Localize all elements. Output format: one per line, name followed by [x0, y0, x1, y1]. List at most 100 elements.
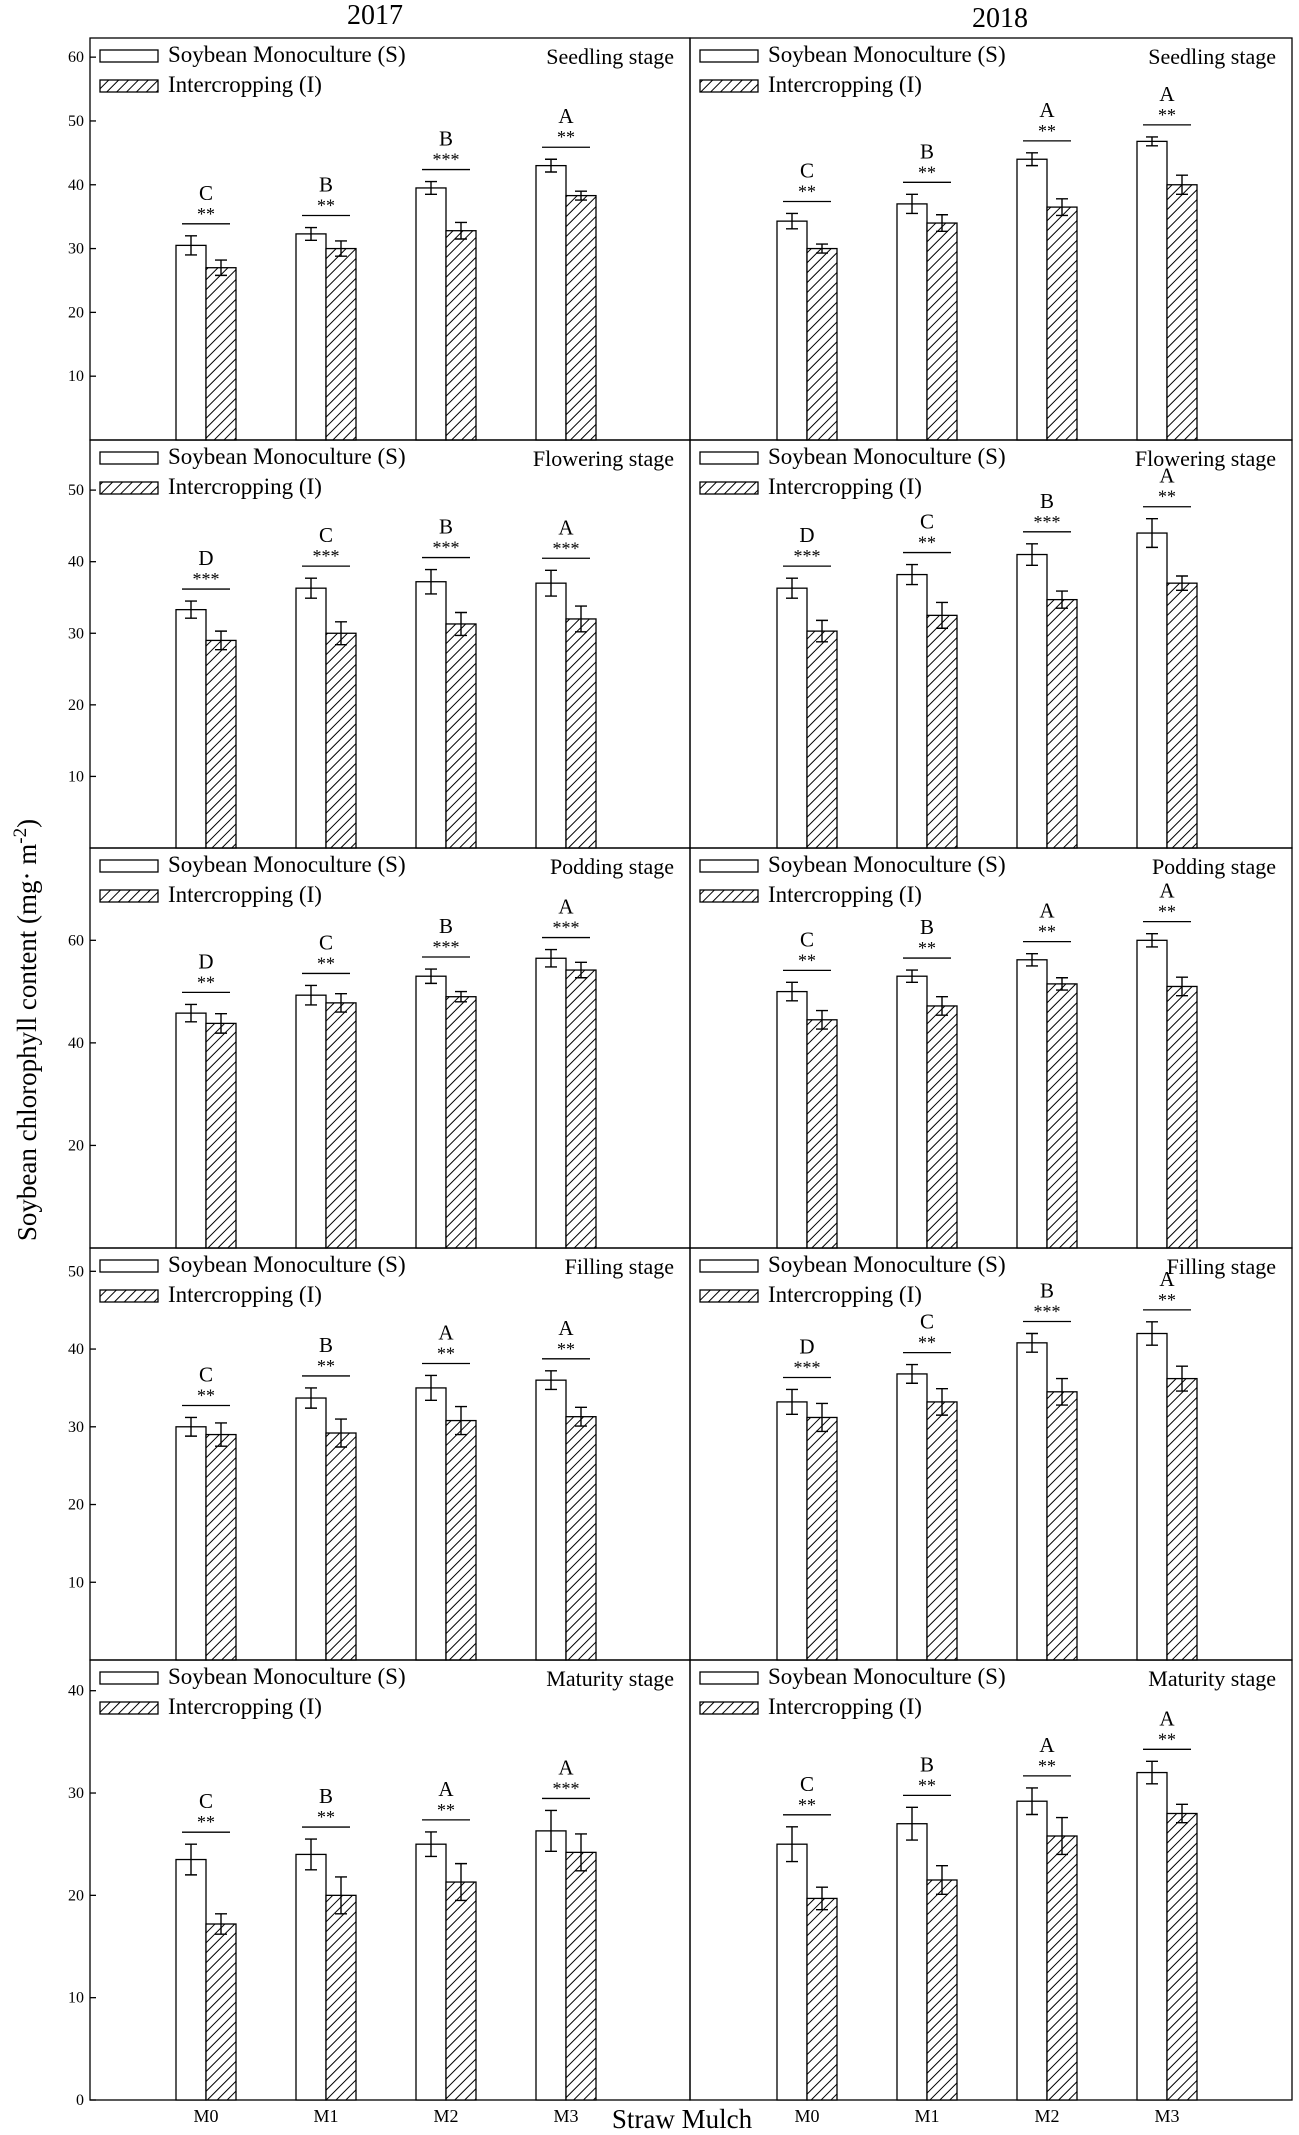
panel-grid: 10 20 30 40 50 60 Soybean Monoculture (S) Inter… — [68, 37, 1293, 2126]
y-tick-label: 20 — [68, 1887, 84, 1904]
error-bar-monoculture-M1 — [305, 984, 317, 1006]
bar-intercropping-M2 — [445, 1419, 477, 1661]
group-letter: A — [1159, 879, 1175, 903]
panel-2018-seedling-stage: Soybean Monoculture (S) Intercropping (I)… — [689, 37, 1293, 441]
bar-intercropping-M2 — [445, 996, 477, 1249]
significance-mark: *** — [553, 918, 580, 938]
bar-monoculture-M3 — [535, 1830, 567, 2101]
bar-monoculture-M0 — [776, 990, 808, 1249]
bar-intercropping-M2 — [1046, 983, 1078, 1249]
stage-title: Filling stage — [1167, 1254, 1276, 1279]
error-bar-intercropping-M1 — [936, 601, 948, 629]
panel-frame — [689, 1659, 1293, 2101]
group-letter: C — [319, 523, 333, 547]
legend-swatch-intercropping — [99, 481, 159, 495]
significance-mark: ** — [317, 1356, 335, 1376]
bar-monoculture-M0 — [175, 608, 207, 849]
y-tick-label: 60 — [68, 932, 84, 949]
bar-intercropping-M0 — [205, 639, 237, 849]
y-tick-label: 20 — [68, 304, 84, 321]
bar-monoculture-M0 — [175, 1012, 207, 1249]
error-bar-intercropping-M0 — [215, 1913, 227, 1935]
legend-swatch-monoculture — [699, 49, 759, 63]
error-bar-intercropping-M1 — [335, 992, 347, 1013]
bar-intercropping-M1 — [926, 222, 958, 441]
group-letter: D — [799, 523, 814, 547]
significance-mark: *** — [1034, 1302, 1061, 1322]
error-bar-intercropping-M3 — [575, 605, 587, 633]
error-bar-monoculture-M3 — [545, 569, 557, 597]
x-tick-label-M0: M0 — [794, 2106, 819, 2126]
error-bar-monoculture-M0 — [786, 577, 798, 599]
error-bar-monoculture-M2 — [425, 180, 437, 196]
bar-intercropping-M0 — [806, 247, 838, 441]
bar-intercropping-M2 — [1046, 1391, 1078, 1661]
y-tick-label: 30 — [68, 1785, 84, 1802]
bar-intercropping-M3 — [1166, 985, 1198, 1249]
error-bar-monoculture-M2 — [1026, 152, 1038, 167]
error-bar-monoculture-M2 — [1026, 1787, 1038, 1816]
bar-monoculture-M0 — [175, 1858, 207, 2101]
error-bar-monoculture-M3 — [1146, 518, 1158, 549]
group-letter: A — [1039, 1733, 1055, 1757]
bar-monoculture-M1 — [896, 975, 928, 1249]
group-letter: C — [199, 1362, 213, 1386]
significance-mark: *** — [193, 569, 220, 589]
group-letter: B — [319, 1333, 333, 1357]
error-bar-intercropping-M3 — [575, 1833, 587, 1872]
bar-monoculture-M3 — [1136, 1332, 1168, 1661]
error-bar-intercropping-M0 — [816, 1009, 828, 1030]
significance-mark: *** — [553, 1778, 580, 1798]
significance-mark: ** — [1158, 1729, 1176, 1749]
bar-intercropping-M1 — [325, 1432, 357, 1661]
legend-label-intercropping: Intercropping (I) — [768, 72, 922, 97]
error-bar-monoculture-M3 — [545, 158, 557, 173]
bar-intercropping-M1 — [325, 1894, 357, 2101]
significance-mark: ** — [918, 1775, 936, 1795]
panel-2018-filling-stage: Soybean Monoculture (S) Intercropping (I)… — [689, 1247, 1293, 1661]
bar-monoculture-M0 — [776, 587, 808, 849]
bar-intercropping-M0 — [205, 267, 237, 441]
error-bar-intercropping-M2 — [455, 1405, 467, 1436]
bar-monoculture-M2 — [1016, 553, 1048, 849]
legend-swatch-monoculture — [99, 451, 159, 465]
error-bar-monoculture-M0 — [185, 235, 197, 256]
group-letter: B — [1040, 489, 1054, 513]
error-bar-monoculture-M1 — [305, 577, 317, 599]
error-bar-intercropping-M3 — [1176, 1803, 1188, 1824]
y-tick-label: 0 — [76, 2092, 84, 2109]
bar-intercropping-M2 — [445, 1881, 477, 2101]
bar-intercropping-M3 — [1166, 582, 1198, 849]
group-letter: A — [1159, 82, 1175, 106]
x-tick-label-M0: M0 — [193, 2106, 218, 2126]
group-letter: D — [198, 546, 213, 570]
bar-intercropping-M0 — [806, 1897, 838, 2101]
stage-title: Podding stage — [1152, 854, 1276, 879]
legend-label-monoculture: Soybean Monoculture (S) — [168, 1664, 406, 1689]
legend-swatch-intercropping — [699, 1289, 759, 1303]
bar-monoculture-M2 — [415, 1843, 447, 2101]
error-bar-intercropping-M1 — [335, 1418, 347, 1448]
panel-2018-podding-stage: Soybean Monoculture (S) Intercropping (I)… — [689, 847, 1293, 1249]
y-tick-label: 60 — [68, 49, 84, 66]
group-letter: A — [558, 515, 574, 539]
bar-intercropping-M3 — [1166, 184, 1198, 441]
legend-label-intercropping: Intercropping (I) — [168, 72, 322, 97]
y-tick-label: 10 — [68, 768, 84, 785]
legend-label-intercropping: Intercropping (I) — [768, 474, 922, 499]
error-bar-monoculture-M2 — [1026, 952, 1038, 967]
legend-label-intercropping: Intercropping (I) — [768, 1694, 922, 1719]
group-letter: C — [199, 181, 213, 205]
group-letter: B — [920, 915, 934, 939]
bar-monoculture-M1 — [295, 1853, 327, 2101]
group-letter: A — [1159, 464, 1175, 488]
significance-mark: *** — [433, 150, 460, 170]
error-bar-monoculture-M3 — [1146, 136, 1158, 147]
panel-2017-seedling-stage: 10 20 30 40 50 60 Soybean Monoculture (S) Inter… — [68, 37, 691, 441]
bar-intercropping-M1 — [325, 632, 357, 849]
group-letter: D — [198, 949, 213, 973]
error-bar-monoculture-M1 — [305, 1838, 317, 1871]
bar-monoculture-M2 — [1016, 1342, 1048, 1661]
panel-2018-maturity-stage: Soybean Monoculture (S) Intercropping (I)… — [689, 1659, 1293, 2126]
bar-monoculture-M2 — [415, 581, 447, 849]
